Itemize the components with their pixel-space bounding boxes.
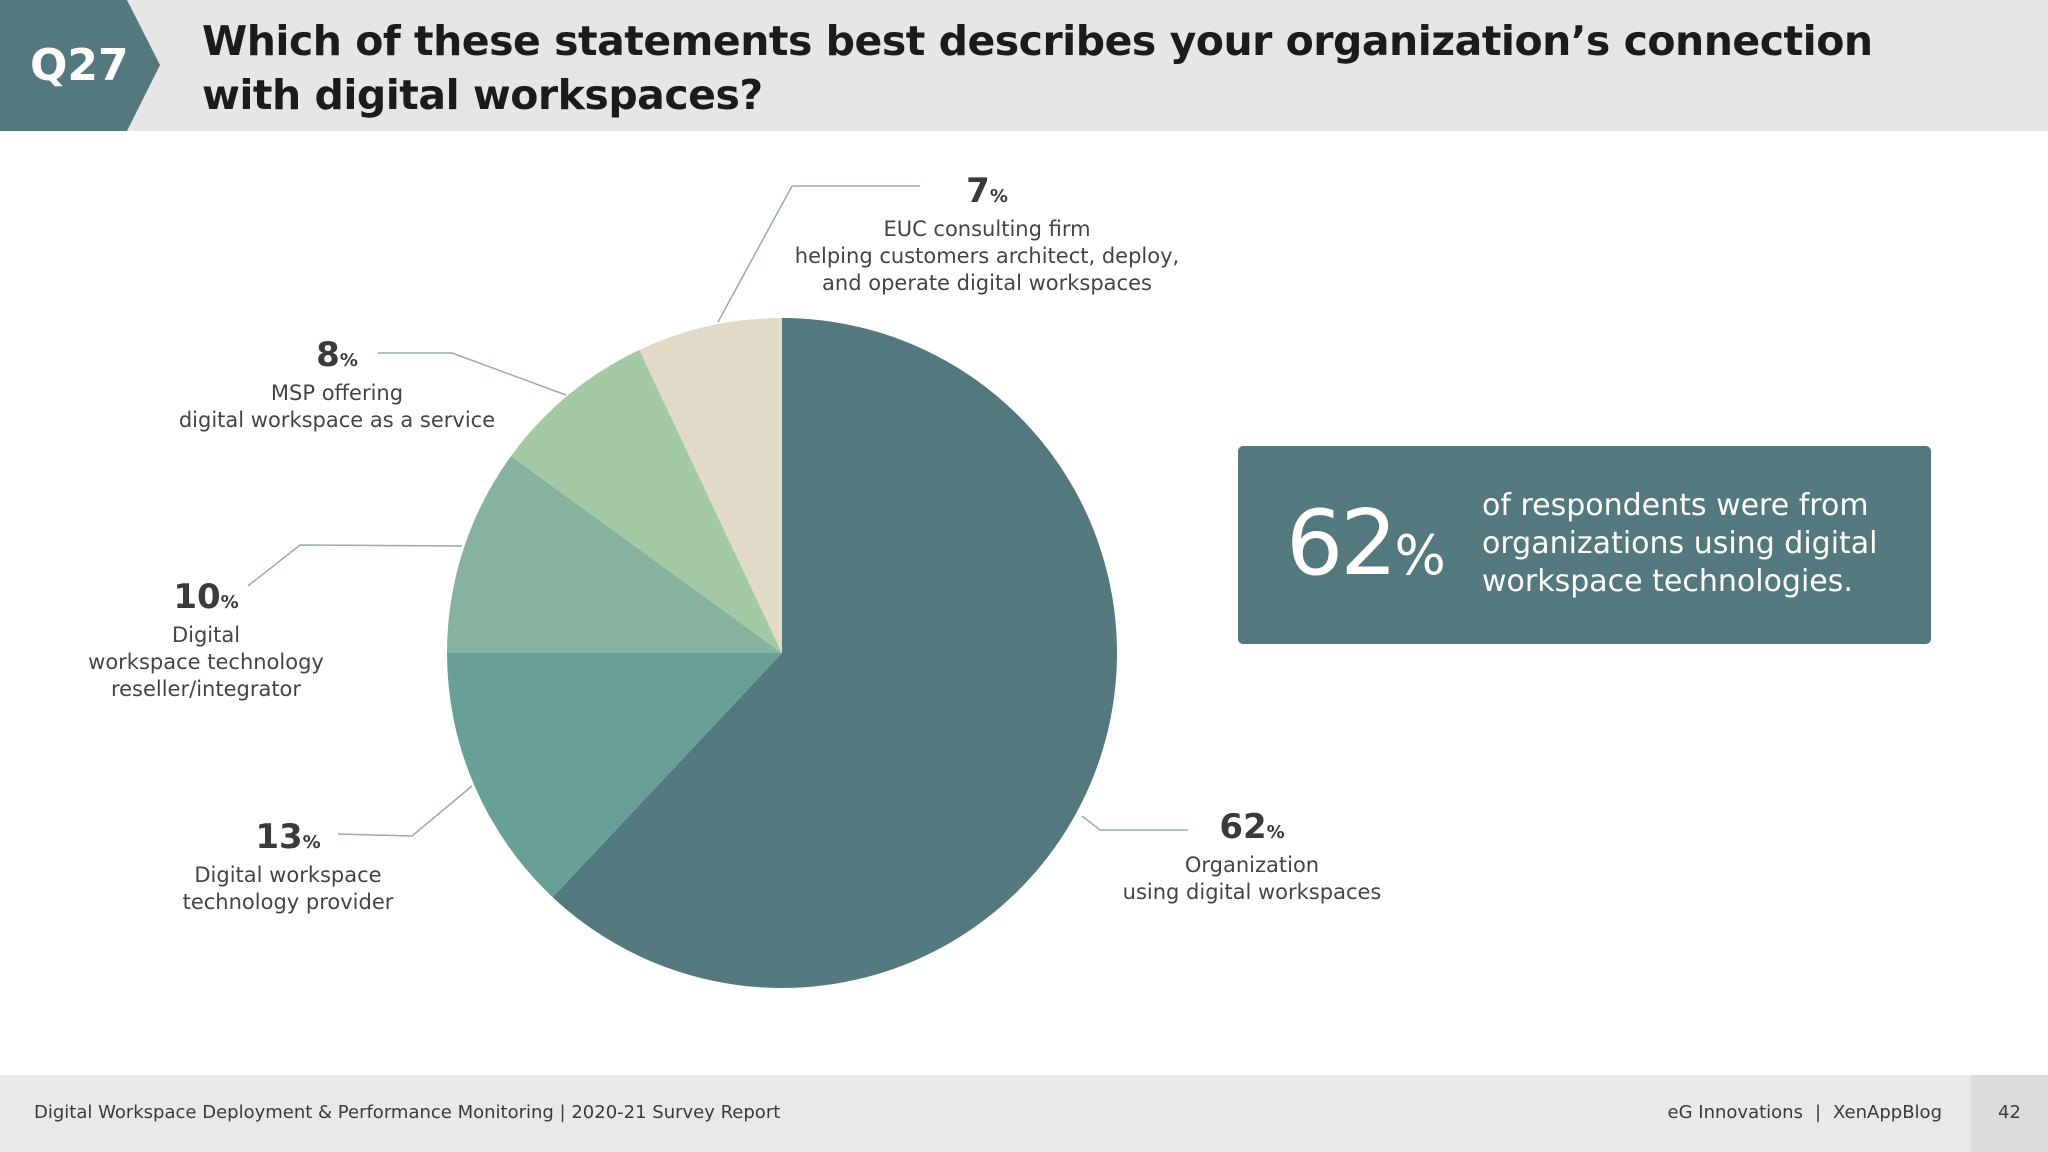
- footer-bar: Digital Workspace Deployment & Performan…: [0, 1075, 2048, 1152]
- data-label-pct-reseller: 10%: [173, 577, 238, 617]
- question-badge: [0, 0, 160, 131]
- category-label-reseller-line-2: workspace technology: [88, 650, 324, 674]
- category-label-msp-line-2: digital workspace as a service: [179, 408, 495, 432]
- category-label-euc-line-2: helping customers architect, deploy,: [795, 244, 1179, 268]
- footer-brands: eG Innovations | XenAppBlog: [1668, 1102, 1942, 1123]
- footer-brand-eg: eG Innovations: [1667, 1102, 1803, 1123]
- category-label-msp-line-1: MSP offering: [271, 381, 403, 405]
- footer-brand-xenappblog: XenAppBlog: [1833, 1102, 1942, 1123]
- pie-slice-reseller: [447, 456, 782, 653]
- leader-line-provider: [337, 785, 473, 837]
- pie-slice-msp: [510, 349, 782, 653]
- pie-slice-euc: [639, 318, 782, 653]
- category-label-reseller-line-1: Digital: [172, 623, 240, 647]
- page-title: Which of these statements best describes…: [202, 17, 1873, 119]
- leader-line-org: [1081, 815, 1188, 831]
- callout-number: 62: [1286, 491, 1398, 596]
- category-label-org-line-1: Organization: [1185, 853, 1319, 877]
- header-bar: [0, 0, 2048, 131]
- pie-slice-org: [552, 318, 1117, 988]
- page-number-box: 42: [1971, 1075, 2048, 1152]
- callout-value: 62%: [1286, 494, 1446, 606]
- leader-line-reseller: [247, 544, 463, 587]
- pie-slice-provider: [447, 653, 782, 898]
- category-label-euc-line-3: and operate digital workspaces: [822, 271, 1152, 295]
- leader-line-euc: [717, 185, 920, 323]
- data-label-pct-euc: 7%: [966, 171, 1008, 211]
- category-label-euc-line-1: EUC consulting firm: [883, 217, 1090, 241]
- footer-report-title: Digital Workspace Deployment & Performan…: [34, 1102, 781, 1123]
- callout-text: of respondents were from organizations u…: [1482, 488, 1878, 599]
- category-label-provider-line-1: Digital workspace: [194, 863, 381, 887]
- data-label-pct-msp: 8%: [316, 335, 358, 375]
- callout-unit: %: [1394, 524, 1446, 587]
- page-number: 42: [1998, 1102, 2021, 1123]
- footer-separator: |: [1814, 1102, 1822, 1123]
- callout-box: 62% of respondents were from organizatio…: [1238, 446, 1931, 644]
- leader-line-msp: [378, 352, 567, 396]
- category-label-reseller-line-3: reseller/integrator: [111, 677, 301, 701]
- question-number: Q27: [30, 40, 129, 91]
- data-label-pct-org: 62%: [1219, 807, 1284, 847]
- category-label-org-line-2: using digital workspaces: [1123, 880, 1382, 904]
- category-label-provider-line-2: technology provider: [183, 890, 394, 914]
- data-label-pct-provider: 13%: [255, 817, 320, 857]
